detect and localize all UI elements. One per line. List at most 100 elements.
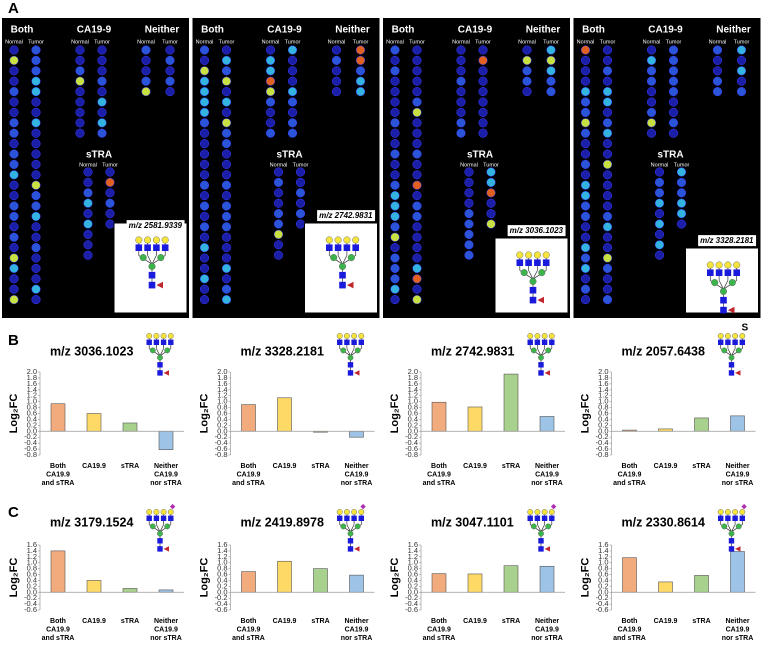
- tissue-core: [390, 243, 400, 253]
- chart-title: m/z 3179.1524: [50, 515, 133, 529]
- tissue-core: [265, 45, 276, 55]
- glycan-man: [720, 287, 728, 295]
- group-label: sTRA: [86, 150, 112, 161]
- tissue-core: [221, 222, 232, 232]
- tissue-core: [456, 107, 466, 117]
- y-tick-label: 1.6: [598, 540, 608, 549]
- y-tick-label: 1.2: [27, 552, 37, 561]
- tissue-core: [165, 66, 175, 76]
- tissue-core: [273, 177, 284, 187]
- glycan-glcnac: [160, 339, 167, 345]
- y-tick-label: 1.6: [27, 540, 37, 549]
- y-tick-label: 0.4: [217, 414, 227, 423]
- x-tick-label: sTRA: [121, 463, 139, 470]
- glycan-fucose: [163, 546, 169, 552]
- group-label: CA19-9: [458, 25, 493, 36]
- tissue-core: [199, 107, 210, 117]
- tissue-core: [9, 232, 19, 242]
- tissue-core: [31, 263, 41, 273]
- bar: [503, 373, 519, 432]
- subhead-label: Tumor: [353, 39, 369, 45]
- bar: [86, 413, 102, 432]
- glycan-gal: [167, 333, 174, 339]
- tissue-core: [522, 66, 532, 76]
- tissue-core: [31, 295, 41, 305]
- glycan-bond: [342, 255, 348, 265]
- tissue-core: [199, 222, 210, 232]
- glycan-glcnac: [339, 271, 346, 279]
- glycan-gal: [527, 333, 534, 339]
- tissue-core: [355, 76, 366, 86]
- tissue-core: [355, 55, 366, 65]
- glycan-bond: [156, 348, 161, 356]
- tissue-core: [221, 274, 232, 284]
- tissue-core: [141, 55, 151, 65]
- tissue-core: [287, 107, 298, 117]
- tissue-core: [83, 219, 93, 229]
- tissue-core: [331, 87, 342, 97]
- y-tick-label: 0.6: [27, 408, 37, 417]
- tissue-core: [580, 170, 591, 180]
- glycan-fucose: [156, 281, 163, 289]
- tissue-core: [31, 76, 41, 86]
- tissue-core: [83, 209, 93, 219]
- glycan-man: [721, 523, 728, 530]
- x-tick-label: CA19.9: [345, 626, 369, 633]
- x-tick-label: Neither: [344, 463, 368, 470]
- chart-title: m/z 3047.1101: [431, 515, 514, 529]
- glycan-glcnac: [542, 259, 550, 266]
- tissue-core: [580, 45, 591, 55]
- chart-title: m/z 2057.6438: [622, 344, 705, 358]
- tissue-core: [31, 45, 41, 55]
- tissue-core: [9, 295, 19, 305]
- y-tick-label: -0.4: [405, 438, 418, 447]
- y-tick-label: 0.0: [598, 426, 608, 435]
- tissue-core: [9, 180, 19, 190]
- y-axis-label: Log₂FC: [198, 558, 210, 598]
- glycan-glcnac: [732, 515, 738, 521]
- tissue-core: [165, 76, 175, 86]
- tissue-core: [265, 76, 276, 86]
- glycan-glcnac: [527, 515, 533, 521]
- x-tick-label: and sTRA: [232, 635, 265, 642]
- glycan-gal: [525, 251, 533, 259]
- y-tick-label: 0.4: [27, 414, 37, 423]
- x-tick-label: and sTRA: [423, 480, 456, 487]
- tissue-core: [412, 97, 422, 107]
- tissue-core: [355, 87, 366, 97]
- y-tick-label: -0.2: [215, 432, 228, 441]
- glycan-man: [538, 530, 544, 537]
- tissue-core: [412, 170, 422, 180]
- x-tick-label: nor sTRA: [531, 480, 563, 487]
- tissue-core: [676, 188, 687, 198]
- tissue-core: [464, 188, 474, 198]
- mz-label: m/z 2581.9339: [129, 221, 183, 230]
- glycan-bond: [537, 524, 542, 532]
- tissue-core: [668, 45, 679, 55]
- glycan-glcnac: [538, 538, 544, 544]
- glycan-fucose: [354, 546, 360, 552]
- tissue-core: [654, 219, 665, 229]
- tissue-core: [295, 219, 306, 229]
- y-tick-label: 0.6: [217, 570, 227, 579]
- tissue-core: [580, 55, 591, 65]
- glycan-glcnac: [549, 339, 555, 345]
- x-tick-label: CA19.9: [618, 471, 642, 478]
- glycan-man: [354, 523, 361, 530]
- tissue-core: [654, 167, 665, 177]
- y-tick-label: 1.8: [27, 373, 37, 382]
- glycan-gal: [336, 333, 343, 339]
- glycan-glcnac: [529, 296, 537, 304]
- tissue-core: [199, 128, 210, 138]
- tissue-core: [97, 97, 107, 107]
- tissue-core: [412, 149, 422, 159]
- tissue-core: [9, 253, 19, 263]
- tissue-core: [199, 87, 210, 97]
- x-tick-label: CA19.9: [237, 626, 261, 633]
- glycan-glcnac: [724, 269, 732, 276]
- glycan-glcnac: [549, 515, 555, 521]
- y-tick-label: -0.8: [24, 450, 37, 459]
- x-tick-label: CA19.9: [82, 463, 106, 470]
- tissue-core: [221, 66, 232, 76]
- tissue-core: [646, 66, 657, 76]
